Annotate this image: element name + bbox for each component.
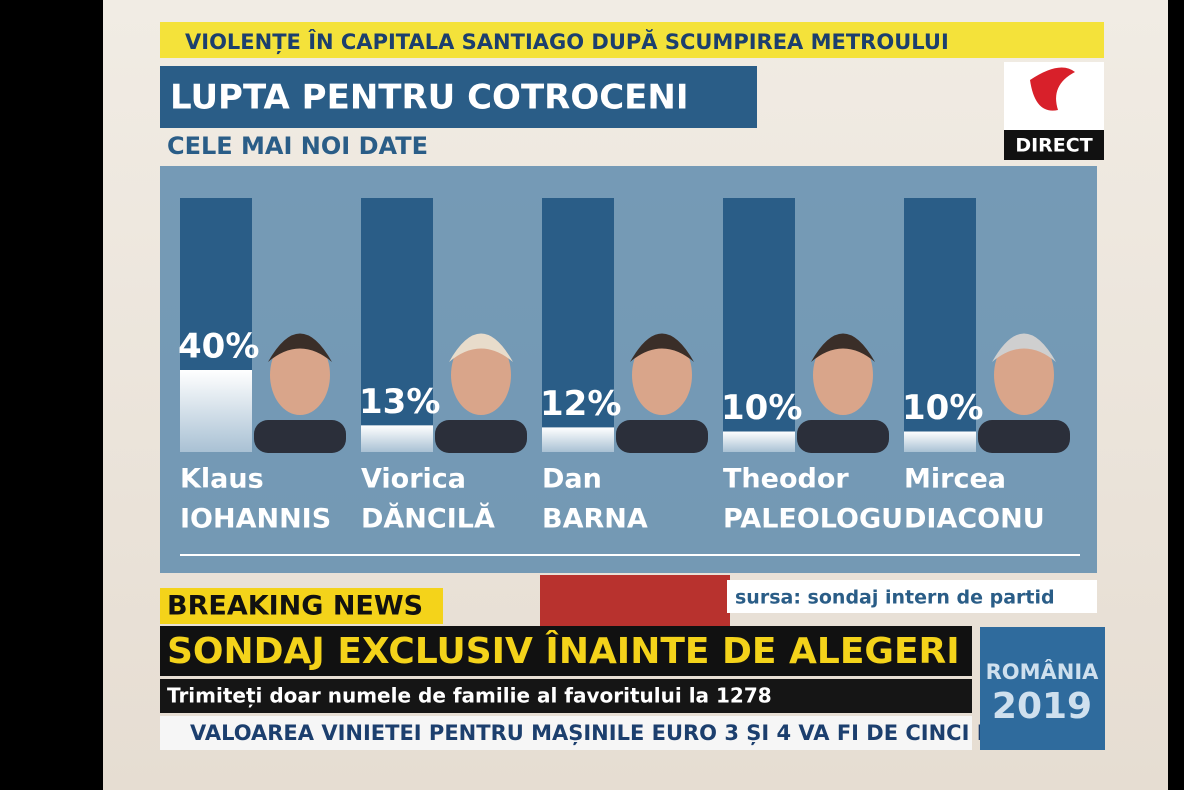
- bar-track: [723, 198, 795, 452]
- portrait-hair: [811, 333, 875, 362]
- value-label: 10%: [721, 388, 802, 428]
- bar: [361, 425, 433, 452]
- top-ticker-bg: [160, 22, 1104, 58]
- bar: [723, 431, 795, 452]
- category-label: Viorica: [361, 464, 466, 495]
- portrait-face: [270, 335, 330, 415]
- tag-bg: [160, 588, 443, 624]
- portrait-hair: [992, 333, 1056, 362]
- portrait-body: [254, 420, 346, 453]
- subline-bg: [160, 679, 972, 713]
- portrait-body: [435, 420, 527, 453]
- top-ticker: VIOLENȚE ÎN CAPITALA SANTIAGO DUPĂ SCUMP…: [185, 29, 949, 55]
- portrait-face: [451, 335, 511, 415]
- source: sursa: sondaj intern de partid: [735, 587, 1055, 609]
- badge-line: 2019: [992, 686, 1092, 727]
- category-label: BARNA: [542, 504, 648, 535]
- portrait-hair: [630, 333, 694, 362]
- category-label: Dan: [542, 464, 602, 495]
- bar: [542, 427, 614, 452]
- bar: [904, 431, 976, 452]
- subline: Trimiteți doar numele de familie al favo…: [167, 684, 772, 708]
- category-label: DIACONU: [904, 504, 1045, 535]
- value-label: 10%: [902, 388, 983, 428]
- carpet: [540, 575, 730, 627]
- value-label: 40%: [178, 327, 259, 367]
- logo-label-bg: [1004, 130, 1104, 160]
- bar-track: [361, 198, 433, 452]
- portrait-body: [616, 420, 708, 453]
- headline-bg: [160, 626, 972, 676]
- value-label: 13%: [359, 382, 440, 422]
- portrait-body: [797, 420, 889, 453]
- portrait-face: [994, 335, 1054, 415]
- headline: SONDAJ EXCLUSIV ÎNAINTE DE ALEGERI: [167, 630, 960, 672]
- bar: [180, 370, 252, 452]
- category-label: Mircea: [904, 464, 1006, 495]
- bar-track: [542, 198, 614, 452]
- ticker-bg: [160, 716, 972, 750]
- logo-label: DIRECT: [1015, 135, 1092, 157]
- category-label: Klaus: [180, 464, 264, 495]
- category-label: DĂNCILĂ: [361, 503, 495, 535]
- category-label: PALEOLOGU: [723, 504, 903, 535]
- tag: BREAKING NEWS: [167, 591, 423, 622]
- chart-title: LUPTA PENTRU COTROCENI: [170, 78, 689, 118]
- logo-mark: [1030, 67, 1075, 111]
- badge-line: ROMÂNIA: [986, 659, 1100, 684]
- value-label: 12%: [540, 384, 621, 424]
- portrait-face: [632, 335, 692, 415]
- category-label: IOHANNIS: [180, 504, 331, 535]
- bar-track: [904, 198, 976, 452]
- category-label: Theodor: [723, 464, 849, 495]
- title-bg: [160, 66, 757, 128]
- chart-subtitle: CELE MAI NOI DATE: [167, 132, 428, 160]
- portrait-face: [813, 335, 873, 415]
- portrait-hair: [449, 333, 513, 362]
- portrait-body: [978, 420, 1070, 453]
- source-bg: [727, 580, 1097, 613]
- ticker: VALOAREA VINIETEI PENTRU MAȘINILE EURO 3…: [190, 721, 990, 745]
- badge-bg: [980, 627, 1105, 750]
- portrait-hair: [268, 333, 332, 362]
